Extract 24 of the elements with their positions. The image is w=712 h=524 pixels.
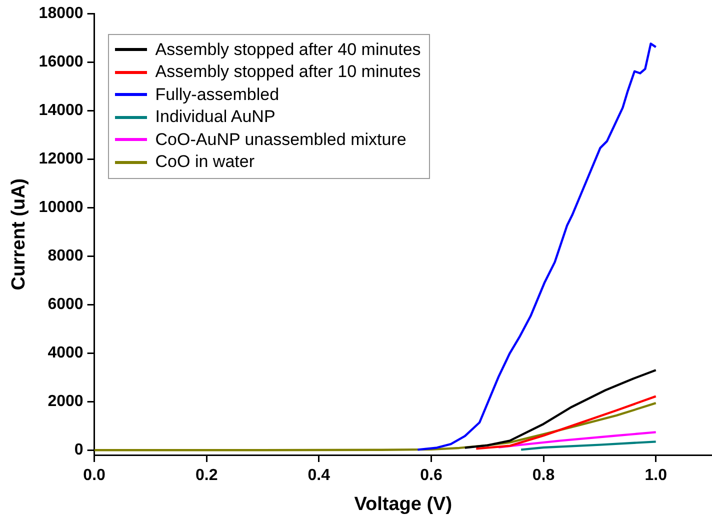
x-tick-label: 0.4: [308, 467, 330, 484]
x-tick-label: 1.0: [644, 467, 668, 484]
y-tick-label: 2000: [48, 393, 84, 410]
y-tick-label: 16000: [38, 54, 84, 71]
legend-label: Fully-assembled: [155, 84, 280, 106]
y-tick-label: 8000: [48, 248, 84, 265]
y-tick-label: 6000: [48, 296, 84, 314]
x-tick-label: 0.8: [532, 467, 555, 484]
legend-label: CoO-AuNP unassembled mixture: [155, 128, 406, 151]
y-axis-title: Current (uA): [8, 178, 30, 290]
x-tick-label: 0.2: [195, 467, 218, 484]
legend-label: Individual AuNP: [155, 106, 276, 128]
y-tick-label: 18000: [38, 5, 84, 22]
legend-label: CoO in water: [155, 151, 254, 174]
x-tick-label: 0.0: [83, 467, 106, 484]
x-tick-label: 0.6: [420, 467, 442, 484]
y-tick-label: 12000: [38, 150, 84, 168]
y-tick-label: 0: [74, 442, 84, 459]
y-tick-label: 10000: [38, 199, 84, 216]
x-axis-title: Voltage (V): [354, 494, 452, 515]
legend-label: Assembly stopped after 40 minutes: [155, 38, 421, 61]
y-tick-label: 4000: [48, 344, 84, 362]
legend-label: Assembly stopped after 10 minutes: [155, 61, 421, 84]
y-tick-label: 14000: [38, 102, 84, 120]
